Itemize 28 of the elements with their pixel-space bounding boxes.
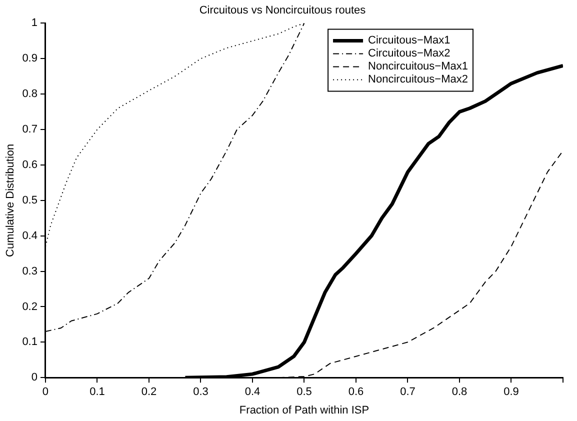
- x-tick-label: 0.6: [348, 386, 364, 398]
- legend-label: Circuitous−Max1: [368, 34, 450, 47]
- x-tick-label: 0.4: [244, 386, 260, 398]
- x-tick-label: 0.7: [400, 386, 416, 398]
- y-tick-label: 1: [31, 17, 38, 30]
- y-tick-label: 0.9: [22, 52, 38, 65]
- x-tick-label: 0.3: [193, 386, 208, 398]
- chart-title: Circuitous vs Noncircuitous routes: [199, 4, 366, 17]
- y-tick-label: 0.7: [22, 124, 38, 136]
- legend-label: Circuitous−Max2: [368, 48, 450, 60]
- x-axis-title: Fraction of Path within ISP: [239, 404, 370, 416]
- x-tick-label: 0.1: [90, 386, 105, 398]
- legend-label: Noncircuitous−Max2: [368, 74, 468, 86]
- y-axis-title: Cumulative Distribution: [4, 144, 17, 257]
- y-tick-label: 0: [31, 372, 38, 384]
- x-tick-label: 0.2: [141, 386, 157, 398]
- x-tick-label: 0.8: [452, 386, 468, 398]
- y-tick-label: 0.8: [22, 88, 38, 100]
- y-tick-label: 0.3: [22, 265, 38, 278]
- legend-label: Noncircuitous−Max1: [368, 60, 468, 73]
- x-tick-label: 0: [42, 386, 49, 398]
- y-tick-label: 0.4: [22, 230, 38, 242]
- x-tick-label: 0.9: [504, 386, 519, 398]
- y-tick-label: 0.2: [22, 300, 38, 313]
- y-tick-label: 0.6: [22, 158, 38, 171]
- y-tick-label: 0.5: [22, 194, 38, 206]
- y-tick-label: 0.1: [22, 336, 38, 348]
- x-tick-label: 0.5: [296, 386, 312, 398]
